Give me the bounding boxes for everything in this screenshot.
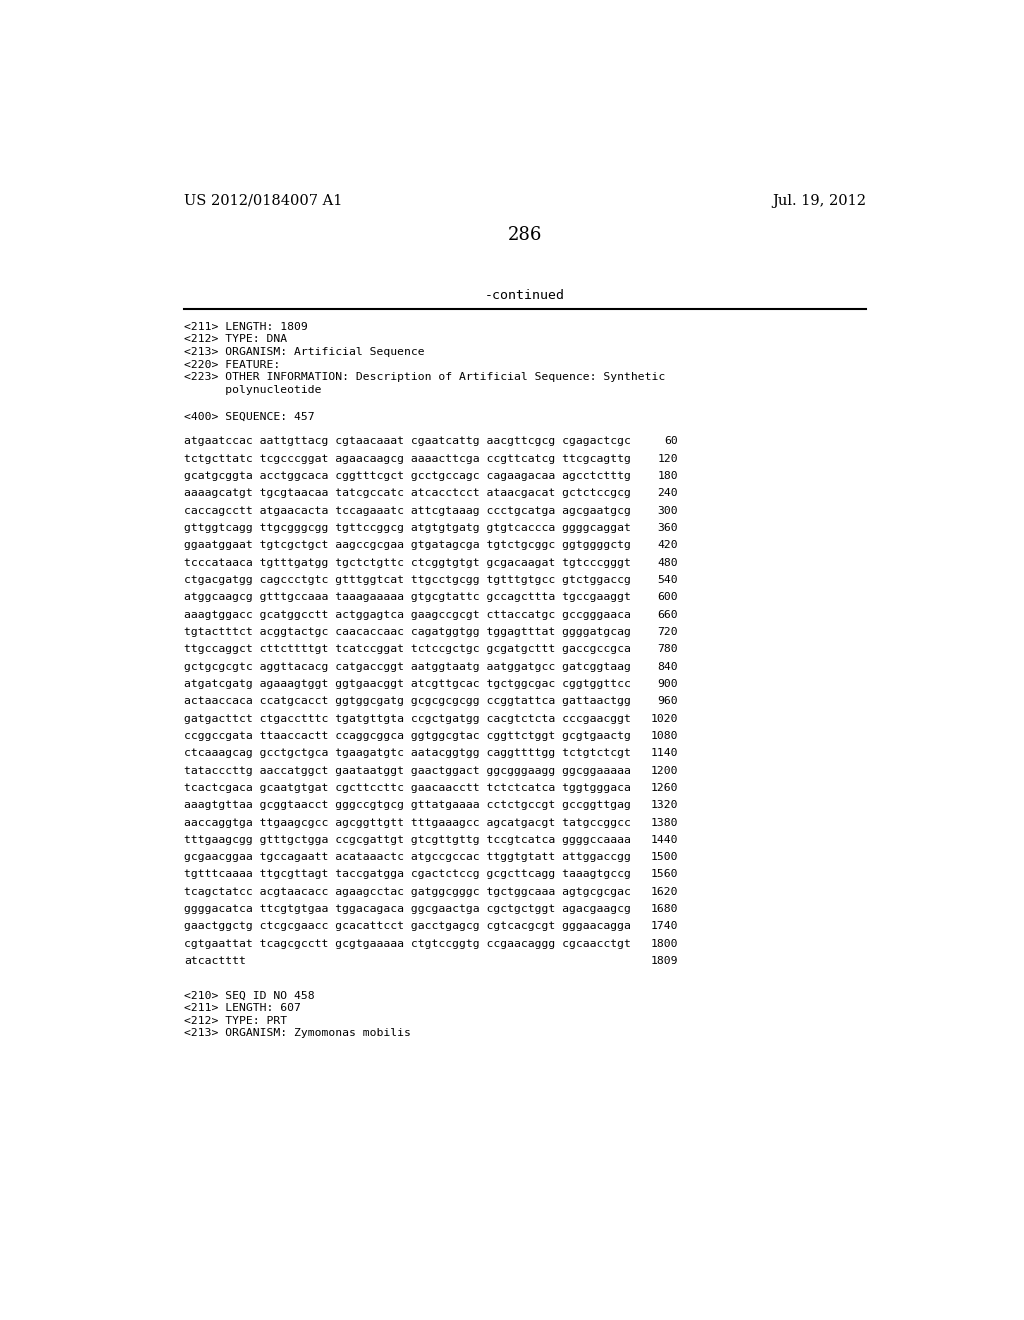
Text: 420: 420 [657,540,678,550]
Text: 1560: 1560 [650,870,678,879]
Text: 840: 840 [657,661,678,672]
Text: gcgaacggaa tgccagaatt acataaactc atgccgccac ttggtgtatt attggaccgg: gcgaacggaa tgccagaatt acataaactc atgccgc… [183,853,631,862]
Text: 1080: 1080 [650,731,678,741]
Text: actaaccaca ccatgcacct ggtggcgatg gcgcgcgcgg ccggtattca gattaactgg: actaaccaca ccatgcacct ggtggcgatg gcgcgcg… [183,696,631,706]
Text: atgatcgatg agaaagtggt ggtgaacggt atcgttgcac tgctggcgac cggtggttcc: atgatcgatg agaaagtggt ggtgaacggt atcgttg… [183,678,631,689]
Text: 1140: 1140 [650,748,678,758]
Text: ctgacgatgg cagccctgtc gtttggtcat ttgcctgcgg tgtttgtgcc gtctggaccg: ctgacgatgg cagccctgtc gtttggtcat ttgcctg… [183,576,631,585]
Text: 480: 480 [657,557,678,568]
Text: 360: 360 [657,523,678,533]
Text: <212> TYPE: DNA: <212> TYPE: DNA [183,334,287,345]
Text: 1740: 1740 [650,921,678,932]
Text: 180: 180 [657,471,678,480]
Text: 1380: 1380 [650,817,678,828]
Text: aaagtggacc gcatggcctt actggagtca gaagccgcgt cttaccatgc gccgggaaca: aaagtggacc gcatggcctt actggagtca gaagccg… [183,610,631,619]
Text: 720: 720 [657,627,678,638]
Text: aaccaggtga ttgaagcgcc agcggttgtt tttgaaagcc agcatgacgt tatgccggcc: aaccaggtga ttgaagcgcc agcggttgtt tttgaaa… [183,817,631,828]
Text: 1440: 1440 [650,834,678,845]
Text: ggggacatca ttcgtgtgaa tggacagaca ggcgaactga cgctgctggt agacgaagcg: ggggacatca ttcgtgtgaa tggacagaca ggcgaac… [183,904,631,915]
Text: -continued: -continued [484,289,565,302]
Text: 960: 960 [657,696,678,706]
Text: US 2012/0184007 A1: US 2012/0184007 A1 [183,194,342,207]
Text: tcagctatcc acgtaacacc agaagcctac gatggcgggc tgctggcaaa agtgcgcgac: tcagctatcc acgtaacacc agaagcctac gatggcg… [183,887,631,896]
Text: 1260: 1260 [650,783,678,793]
Text: 1809: 1809 [650,956,678,966]
Text: ccggccgata ttaaccactt ccaggcggca ggtggcgtac cggttctggt gcgtgaactg: ccggccgata ttaaccactt ccaggcggca ggtggcg… [183,731,631,741]
Text: caccagcctt atgaacacta tccagaaatc attcgtaaag ccctgcatga agcgaatgcg: caccagcctt atgaacacta tccagaaatc attcgta… [183,506,631,516]
Text: 660: 660 [657,610,678,619]
Text: 1020: 1020 [650,714,678,723]
Text: 1320: 1320 [650,800,678,810]
Text: <213> ORGANISM: Artificial Sequence: <213> ORGANISM: Artificial Sequence [183,347,424,356]
Text: gatgacttct ctgacctttc tgatgttgta ccgctgatgg cacgtctcta cccgaacggt: gatgacttct ctgacctttc tgatgttgta ccgctga… [183,714,631,723]
Text: aaagtgttaa gcggtaacct gggccgtgcg gttatgaaaa cctctgccgt gccggttgag: aaagtgttaa gcggtaacct gggccgtgcg gttatga… [183,800,631,810]
Text: tctgcttatc tcgcccggat agaacaagcg aaaacttcga ccgttcatcg ttcgcagttg: tctgcttatc tcgcccggat agaacaagcg aaaactt… [183,454,631,463]
Text: Jul. 19, 2012: Jul. 19, 2012 [772,194,866,207]
Text: <212> TYPE: PRT: <212> TYPE: PRT [183,1016,287,1026]
Text: tgtactttct acggtactgc caacaccaac cagatggtgg tggagtttat ggggatgcag: tgtactttct acggtactgc caacaccaac cagatgg… [183,627,631,638]
Text: tcactcgaca gcaatgtgat cgcttccttc gaacaacctt tctctcatca tggtgggaca: tcactcgaca gcaatgtgat cgcttccttc gaacaac… [183,783,631,793]
Text: 540: 540 [657,576,678,585]
Text: atcactttt: atcactttt [183,956,246,966]
Text: <400> SEQUENCE: 457: <400> SEQUENCE: 457 [183,412,314,421]
Text: 1800: 1800 [650,939,678,949]
Text: 900: 900 [657,678,678,689]
Text: 60: 60 [665,437,678,446]
Text: gcatgcggta acctggcaca cggtttcgct gcctgccagc cagaagacaa agcctctttg: gcatgcggta acctggcaca cggtttcgct gcctgcc… [183,471,631,480]
Text: <213> ORGANISM: Zymomonas mobilis: <213> ORGANISM: Zymomonas mobilis [183,1028,411,1039]
Text: 1500: 1500 [650,853,678,862]
Text: 120: 120 [657,454,678,463]
Text: 1200: 1200 [650,766,678,776]
Text: ggaatggaat tgtcgctgct aagccgcgaa gtgatagcga tgtctgcggc ggtggggctg: ggaatggaat tgtcgctgct aagccgcgaa gtgatag… [183,540,631,550]
Text: atggcaagcg gtttgccaaa taaagaaaaa gtgcgtattc gccagcttta tgccgaaggt: atggcaagcg gtttgccaaa taaagaaaaa gtgcgta… [183,593,631,602]
Text: <211> LENGTH: 607: <211> LENGTH: 607 [183,1003,301,1012]
Text: 1620: 1620 [650,887,678,896]
Text: 600: 600 [657,593,678,602]
Text: tcccataaca tgtttgatgg tgctctgttc ctcggtgtgt gcgacaagat tgtcccgggt: tcccataaca tgtttgatgg tgctctgttc ctcggtg… [183,557,631,568]
Text: <210> SEQ ID NO 458: <210> SEQ ID NO 458 [183,990,314,1001]
Text: tatacccttg aaccatggct gaataatggt gaactggact ggcgggaagg ggcggaaaaa: tatacccttg aaccatggct gaataatggt gaactgg… [183,766,631,776]
Text: atgaatccac aattgttacg cgtaacaaat cgaatcattg aacgttcgcg cgagactcgc: atgaatccac aattgttacg cgtaacaaat cgaatca… [183,437,631,446]
Text: ctcaaagcag gcctgctgca tgaagatgtc aatacggtgg caggttttgg tctgtctcgt: ctcaaagcag gcctgctgca tgaagatgtc aatacgg… [183,748,631,758]
Text: 780: 780 [657,644,678,655]
Text: <211> LENGTH: 1809: <211> LENGTH: 1809 [183,322,307,331]
Text: tttgaagcgg gtttgctgga ccgcgattgt gtcgttgttg tccgtcatca ggggccaaaa: tttgaagcgg gtttgctgga ccgcgattgt gtcgttg… [183,834,631,845]
Text: ttgccaggct cttcttttgt tcatccggat tctccgctgc gcgatgcttt gaccgccgca: ttgccaggct cttcttttgt tcatccggat tctccgc… [183,644,631,655]
Text: <220> FEATURE:: <220> FEATURE: [183,360,280,370]
Text: 300: 300 [657,506,678,516]
Text: tgtttcaaaa ttgcgttagt taccgatgga cgactctccg gcgcttcagg taaagtgccg: tgtttcaaaa ttgcgttagt taccgatgga cgactct… [183,870,631,879]
Text: polynucleotide: polynucleotide [183,385,322,395]
Text: 1680: 1680 [650,904,678,915]
Text: cgtgaattat tcagcgcctt gcgtgaaaaa ctgtccggtg ccgaacaggg cgcaacctgt: cgtgaattat tcagcgcctt gcgtgaaaaa ctgtccg… [183,939,631,949]
Text: gttggtcagg ttgcgggcgg tgttccggcg atgtgtgatg gtgtcaccca ggggcaggat: gttggtcagg ttgcgggcgg tgttccggcg atgtgtg… [183,523,631,533]
Text: gctgcgcgtc aggttacacg catgaccggt aatggtaatg aatggatgcc gatcggtaag: gctgcgcgtc aggttacacg catgaccggt aatggta… [183,661,631,672]
Text: <223> OTHER INFORMATION: Description of Artificial Sequence: Synthetic: <223> OTHER INFORMATION: Description of … [183,372,665,383]
Text: gaactggctg ctcgcgaacc gcacattcct gacctgagcg cgtcacgcgt gggaacagga: gaactggctg ctcgcgaacc gcacattcct gacctga… [183,921,631,932]
Text: 286: 286 [508,227,542,244]
Text: 240: 240 [657,488,678,499]
Text: aaaagcatgt tgcgtaacaa tatcgccatc atcacctcct ataacgacat gctctccgcg: aaaagcatgt tgcgtaacaa tatcgccatc atcacct… [183,488,631,499]
